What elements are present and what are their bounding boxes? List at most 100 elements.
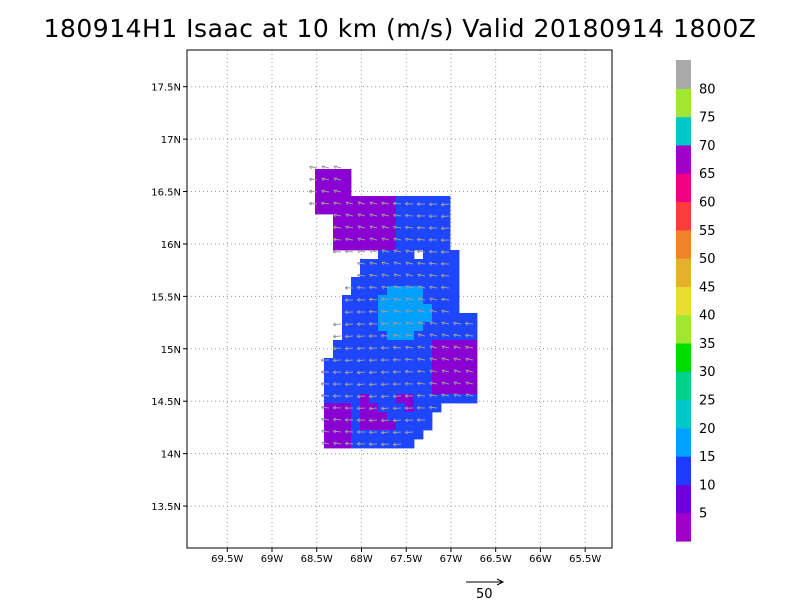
wind-speed-field (315, 169, 478, 449)
field-cell (342, 340, 352, 350)
wind-vector-head (393, 273, 398, 278)
field-cell (333, 349, 343, 359)
field-cell (405, 304, 415, 314)
field-cell (396, 304, 406, 314)
wind-vector-head (344, 334, 349, 339)
field-cell (360, 277, 370, 287)
field-cell (441, 367, 451, 377)
field-cell (405, 277, 415, 287)
field-cell (387, 223, 397, 233)
wind-vector-head (416, 406, 420, 410)
wind-vector-head (405, 273, 410, 278)
field-cell (378, 421, 388, 431)
field-cell (441, 313, 451, 323)
field-cell (351, 295, 361, 305)
colorbar-swatch (676, 371, 691, 401)
wind-vector-head (368, 370, 373, 375)
field-cell (423, 322, 433, 332)
field-cell (414, 358, 424, 368)
wind-vector-head (369, 249, 373, 254)
y-tick-label: 14N (161, 450, 181, 461)
field-cell (468, 322, 478, 332)
wind-vector-head (465, 357, 469, 362)
field-cell (342, 358, 352, 368)
wind-vector-head (321, 189, 325, 194)
y-tick-label: 15N (161, 345, 181, 356)
field-cell (432, 205, 442, 215)
field-cell (342, 430, 352, 440)
field-cell (423, 349, 433, 359)
field-cell (450, 394, 460, 404)
field-cell (378, 241, 388, 251)
field-cell (378, 322, 388, 332)
field-cell (423, 205, 433, 215)
field-cell (378, 385, 388, 395)
wind-vector-head (356, 430, 360, 434)
field-cell (324, 178, 334, 188)
field-cell (423, 250, 433, 260)
field-cell (378, 349, 388, 359)
wind-vector-head (429, 285, 433, 290)
wind-vector-head (332, 358, 337, 363)
scale-arrow-head (496, 578, 505, 586)
field-cell (396, 214, 406, 224)
wind-vector-head (465, 393, 470, 398)
field-cell (333, 196, 343, 206)
field-cell (432, 304, 442, 314)
wind-vector-head (381, 297, 385, 302)
field-cell (342, 349, 352, 359)
field-cell (387, 232, 397, 242)
colorbar-label: 45 (699, 280, 716, 295)
wind-vector (369, 310, 378, 313)
field-cell (360, 358, 370, 368)
wind-vector-head (465, 381, 470, 386)
wind-vector (309, 202, 318, 205)
wind-vector-head (332, 370, 337, 375)
field-cell (360, 430, 370, 440)
field-cell (459, 322, 469, 332)
field-cell (351, 340, 361, 350)
wind-vector-head (320, 405, 325, 410)
wind-vector-head (393, 321, 397, 326)
field-cell (378, 430, 388, 440)
colorbar-label: 55 (699, 224, 716, 239)
field-cell (450, 295, 460, 305)
field-cell (360, 322, 370, 332)
field-cell (405, 196, 415, 206)
wind-vector-head (465, 345, 469, 350)
colorbar-swatch (676, 484, 691, 514)
wind-vector-head (392, 394, 397, 398)
wind-vector-head (356, 394, 361, 399)
colorbar-swatch (676, 173, 691, 203)
wind-vector (405, 370, 414, 373)
colorbar-swatch (676, 399, 691, 429)
wind-vector-head (368, 442, 372, 446)
wind-vector-head (344, 322, 349, 327)
field-cell (414, 214, 424, 224)
field-cell (387, 277, 397, 287)
wind-vector-head (381, 225, 385, 230)
wind-vector-head (441, 357, 446, 362)
wind-vector-head (417, 309, 422, 314)
field-cell (423, 277, 433, 287)
y-axis-ticks: 13.5N 14N 14.5N 15N 15.5N 16N 16.5N 17N 17.5N (151, 83, 187, 513)
wind-vector-head (308, 189, 313, 194)
field-cell (387, 196, 397, 206)
wind-vector-head (356, 322, 360, 326)
field-cell (351, 223, 361, 233)
field-cell (423, 214, 433, 224)
wind-vector-head (429, 393, 433, 398)
wind-vector-head (405, 285, 410, 290)
wind-vector-head (344, 429, 349, 434)
field-cell (432, 313, 442, 323)
wind-vector-head (369, 213, 374, 218)
wind-vector-head (345, 225, 349, 230)
field-cell (414, 340, 424, 350)
field-cell (342, 214, 352, 224)
x-tick-label: 67W (440, 554, 463, 565)
field-cell (450, 304, 460, 314)
field-cell (405, 340, 415, 350)
colorbar-label: 75 (699, 111, 716, 126)
field-cell (342, 313, 352, 323)
wind-vector-head (404, 202, 409, 206)
